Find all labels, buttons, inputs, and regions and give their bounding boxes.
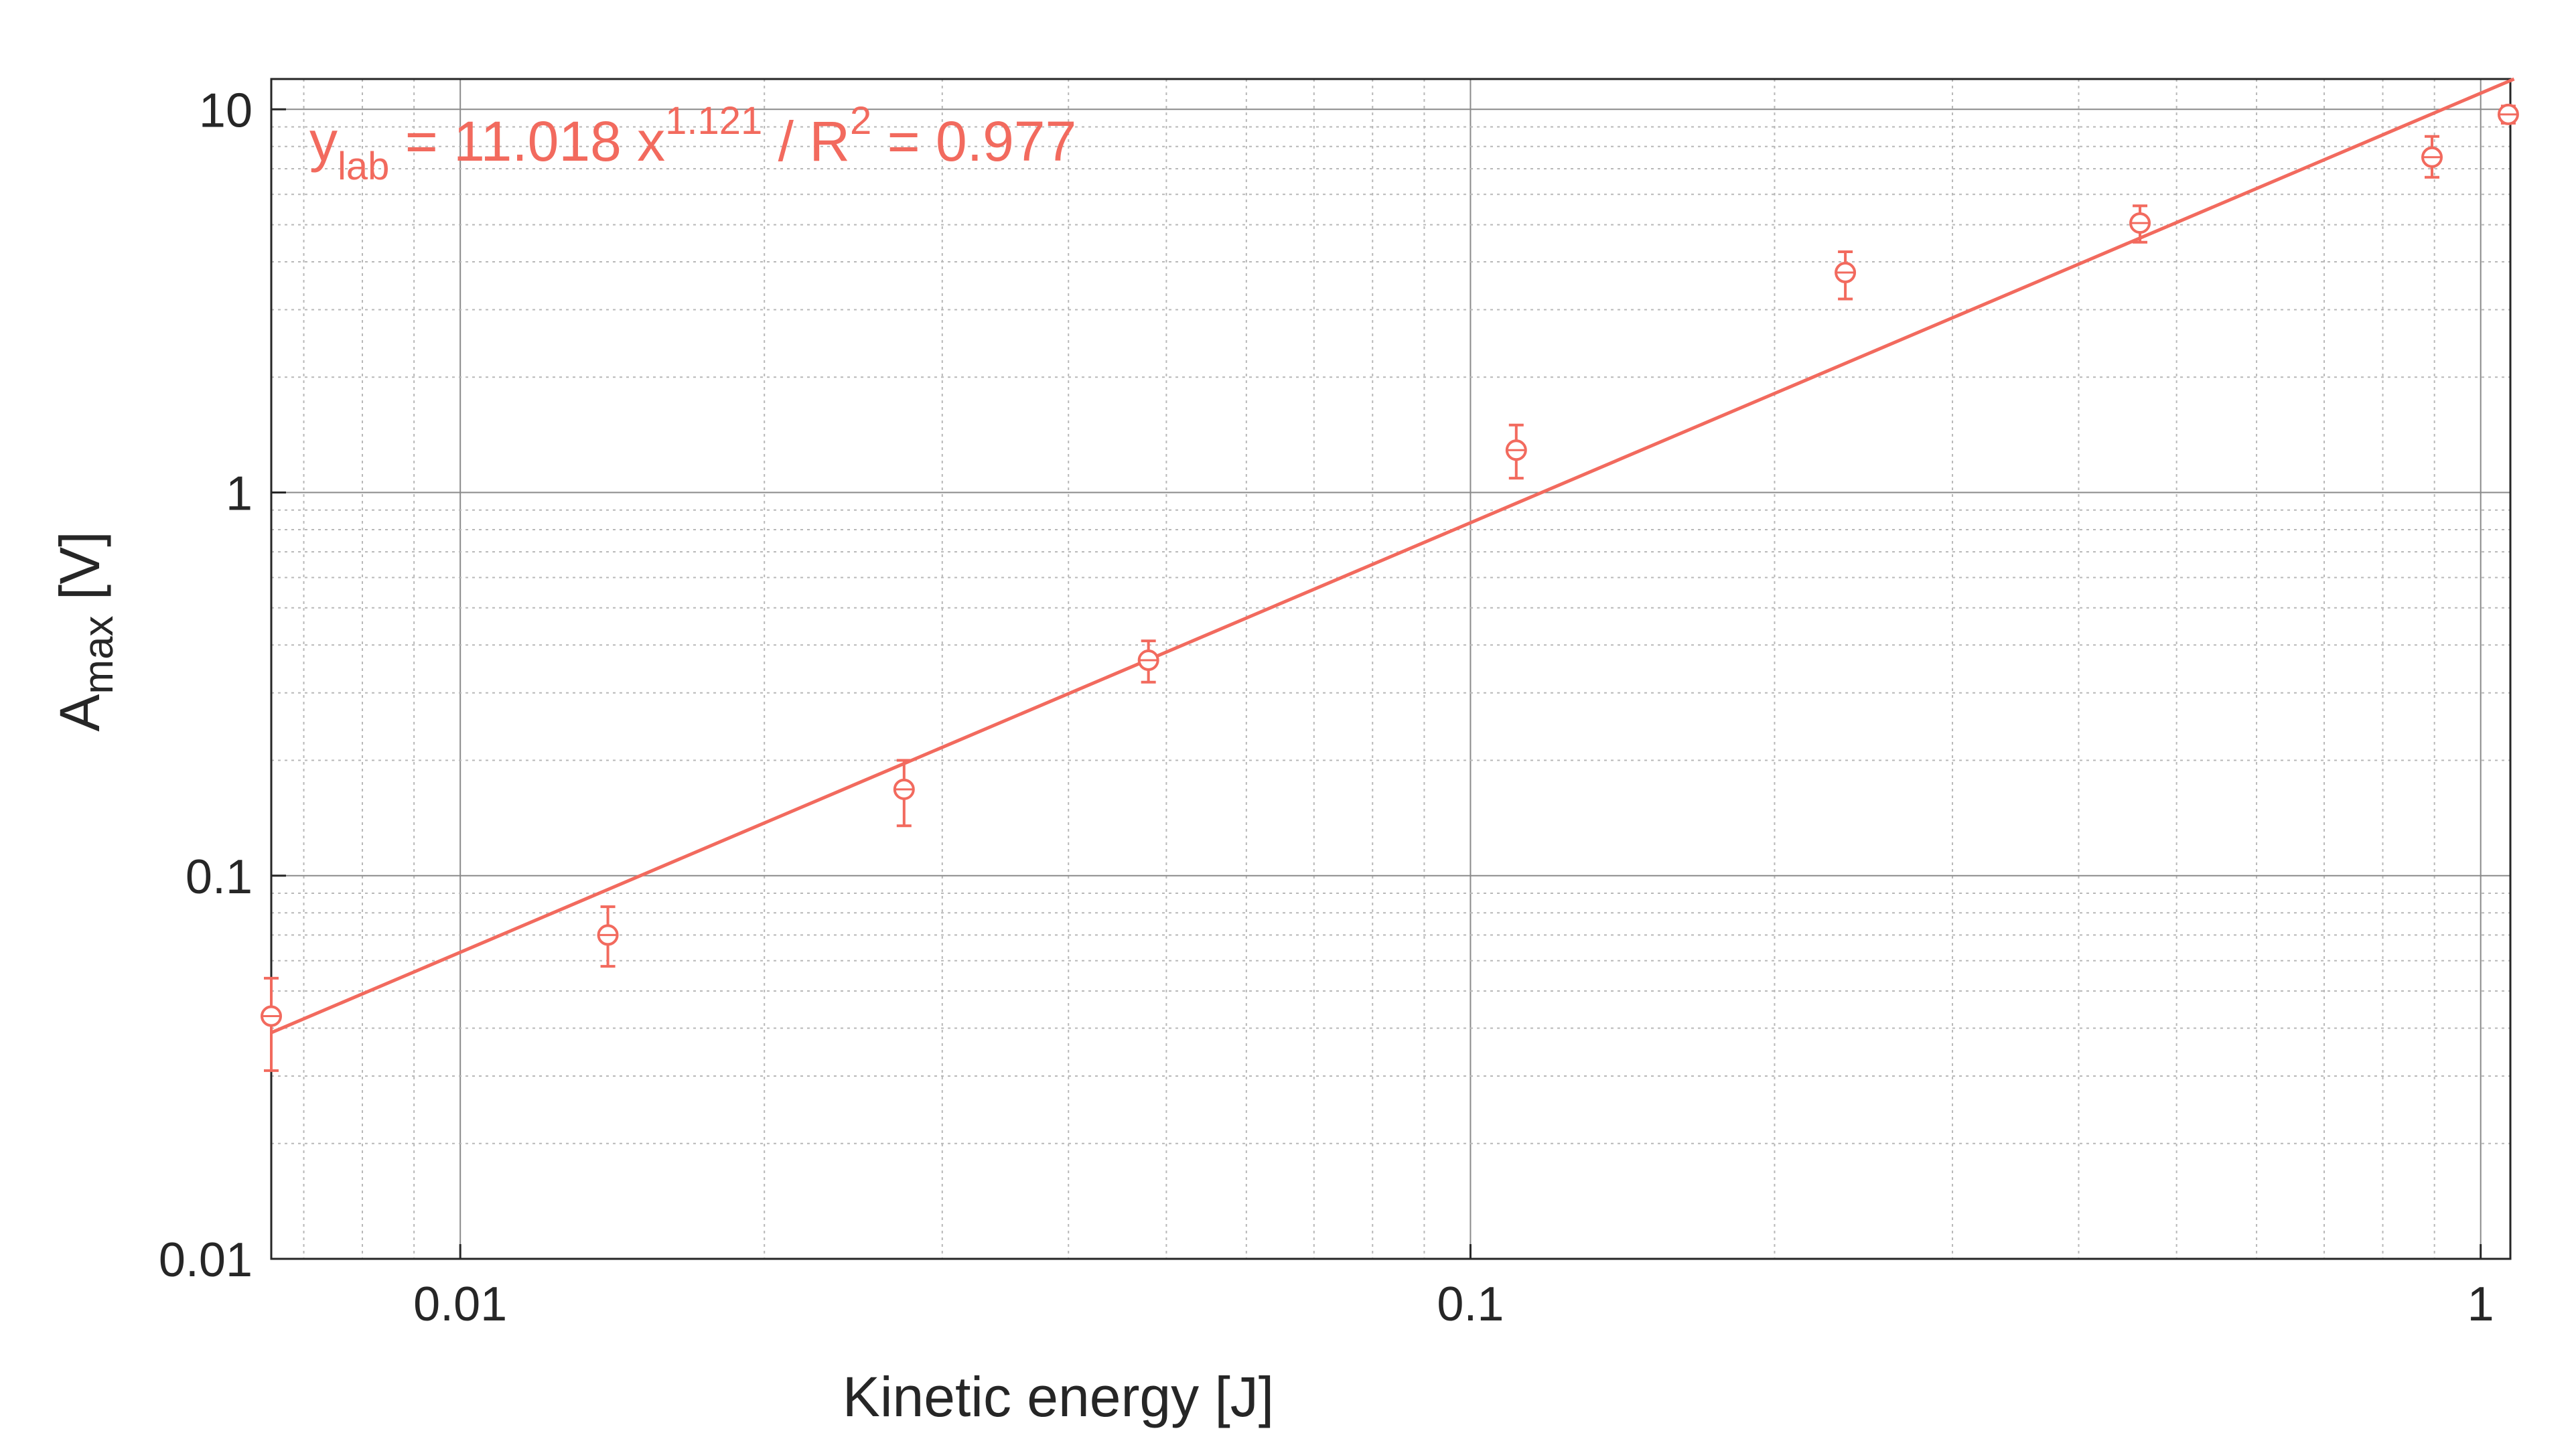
x-tick-label: 0.1 <box>1437 1278 1504 1331</box>
annotation-y: y <box>309 110 338 173</box>
y-tick-label: 1 <box>226 467 253 521</box>
annotation-exponent: 1.121 <box>665 99 762 143</box>
y-tick-label: 0.01 <box>159 1233 253 1287</box>
y-axis-label-unit: [V] <box>48 531 111 615</box>
grid <box>271 79 2510 1260</box>
annotation-subscript: lab <box>338 145 389 188</box>
x-tick-label: 0.01 <box>413 1278 507 1331</box>
annotation-r: / R <box>762 110 850 173</box>
y-tick-label: 0.1 <box>186 850 253 904</box>
data-point <box>1505 423 1527 480</box>
y-axis-label-main: A <box>48 694 111 732</box>
x-axis-ticks: 0.01 0.1 1 <box>413 1244 2494 1331</box>
y-axis-label-subscript: max <box>76 615 122 694</box>
y-tick-label: 10 <box>199 84 253 137</box>
x-tick-label: 1 <box>2467 1278 2494 1331</box>
data-points <box>261 103 2519 1072</box>
fit-line <box>271 77 2515 1035</box>
data-point <box>2497 103 2519 125</box>
y-axis-ticks: 0.01 0.1 1 10 <box>159 84 286 1287</box>
annotation-equation: = 11.018 x <box>389 110 665 173</box>
data-point <box>261 976 282 1072</box>
data-point <box>2421 135 2443 179</box>
data-point <box>597 905 619 968</box>
annotation-r-exponent: 2 <box>850 99 871 143</box>
plot-area-frame <box>270 78 2512 1260</box>
data-point <box>1137 639 1159 684</box>
x-axis-label: Kinetic energy [J] <box>843 1365 1274 1428</box>
annotation-r-value: = 0.977 <box>871 110 1076 173</box>
fit-annotation: ylab = 11.018 x1.121 / R2 = 0.977 <box>309 99 1076 188</box>
data-point <box>2129 204 2151 244</box>
y-axis-label: Amax [V] <box>48 531 122 731</box>
data-point <box>893 759 915 828</box>
data-point <box>1835 250 1857 301</box>
